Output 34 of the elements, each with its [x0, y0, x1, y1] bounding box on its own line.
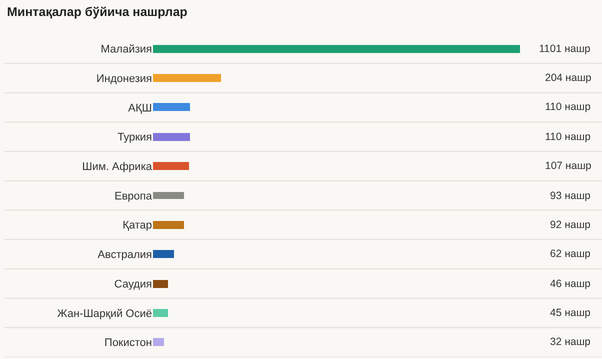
data-label: 110 нашр	[545, 131, 591, 143]
y-tick-label: АҚШ	[128, 102, 152, 114]
y-tick-label: Туркия	[117, 132, 152, 144]
bar	[153, 133, 190, 141]
data-label: 204 нашр	[545, 72, 592, 84]
data-label: 45 нашр	[550, 307, 591, 319]
bar	[153, 309, 168, 317]
bar	[153, 221, 184, 229]
data-label: 62 нашр	[550, 248, 591, 260]
bar	[153, 280, 168, 288]
bar	[153, 192, 184, 199]
y-tick-label: Саудия	[114, 278, 152, 290]
data-label: 1101 нашр	[539, 43, 591, 55]
y-tick-label: Индонезия	[96, 72, 152, 85]
data-label: 92 нашр	[550, 219, 591, 231]
y-tick-label: Жан-Шарқий Осиё	[57, 308, 152, 320]
bar	[153, 250, 174, 258]
y-tick-label: Покистон	[104, 337, 152, 350]
bar	[153, 74, 221, 82]
y-tick-label: Австралия	[98, 249, 152, 262]
data-label: 93 нашр	[550, 190, 591, 202]
bar	[153, 103, 190, 111]
chart-title: Минтақалар бўйича нашрлар	[7, 5, 188, 19]
data-label: 110 нашр	[545, 101, 591, 113]
y-tick-label: Шим. Африка	[82, 160, 153, 173]
data-label: 107 нашр	[545, 160, 592, 172]
y-tick-label: Европа	[114, 190, 153, 202]
y-tick-label: Малайзия	[100, 44, 152, 56]
data-label: 32 нашр	[550, 336, 591, 348]
bar	[153, 45, 520, 53]
data-label: 46 нашр	[550, 278, 591, 290]
bar	[153, 162, 189, 170]
bar	[153, 338, 164, 346]
y-tick-label: Қатар	[122, 220, 152, 232]
